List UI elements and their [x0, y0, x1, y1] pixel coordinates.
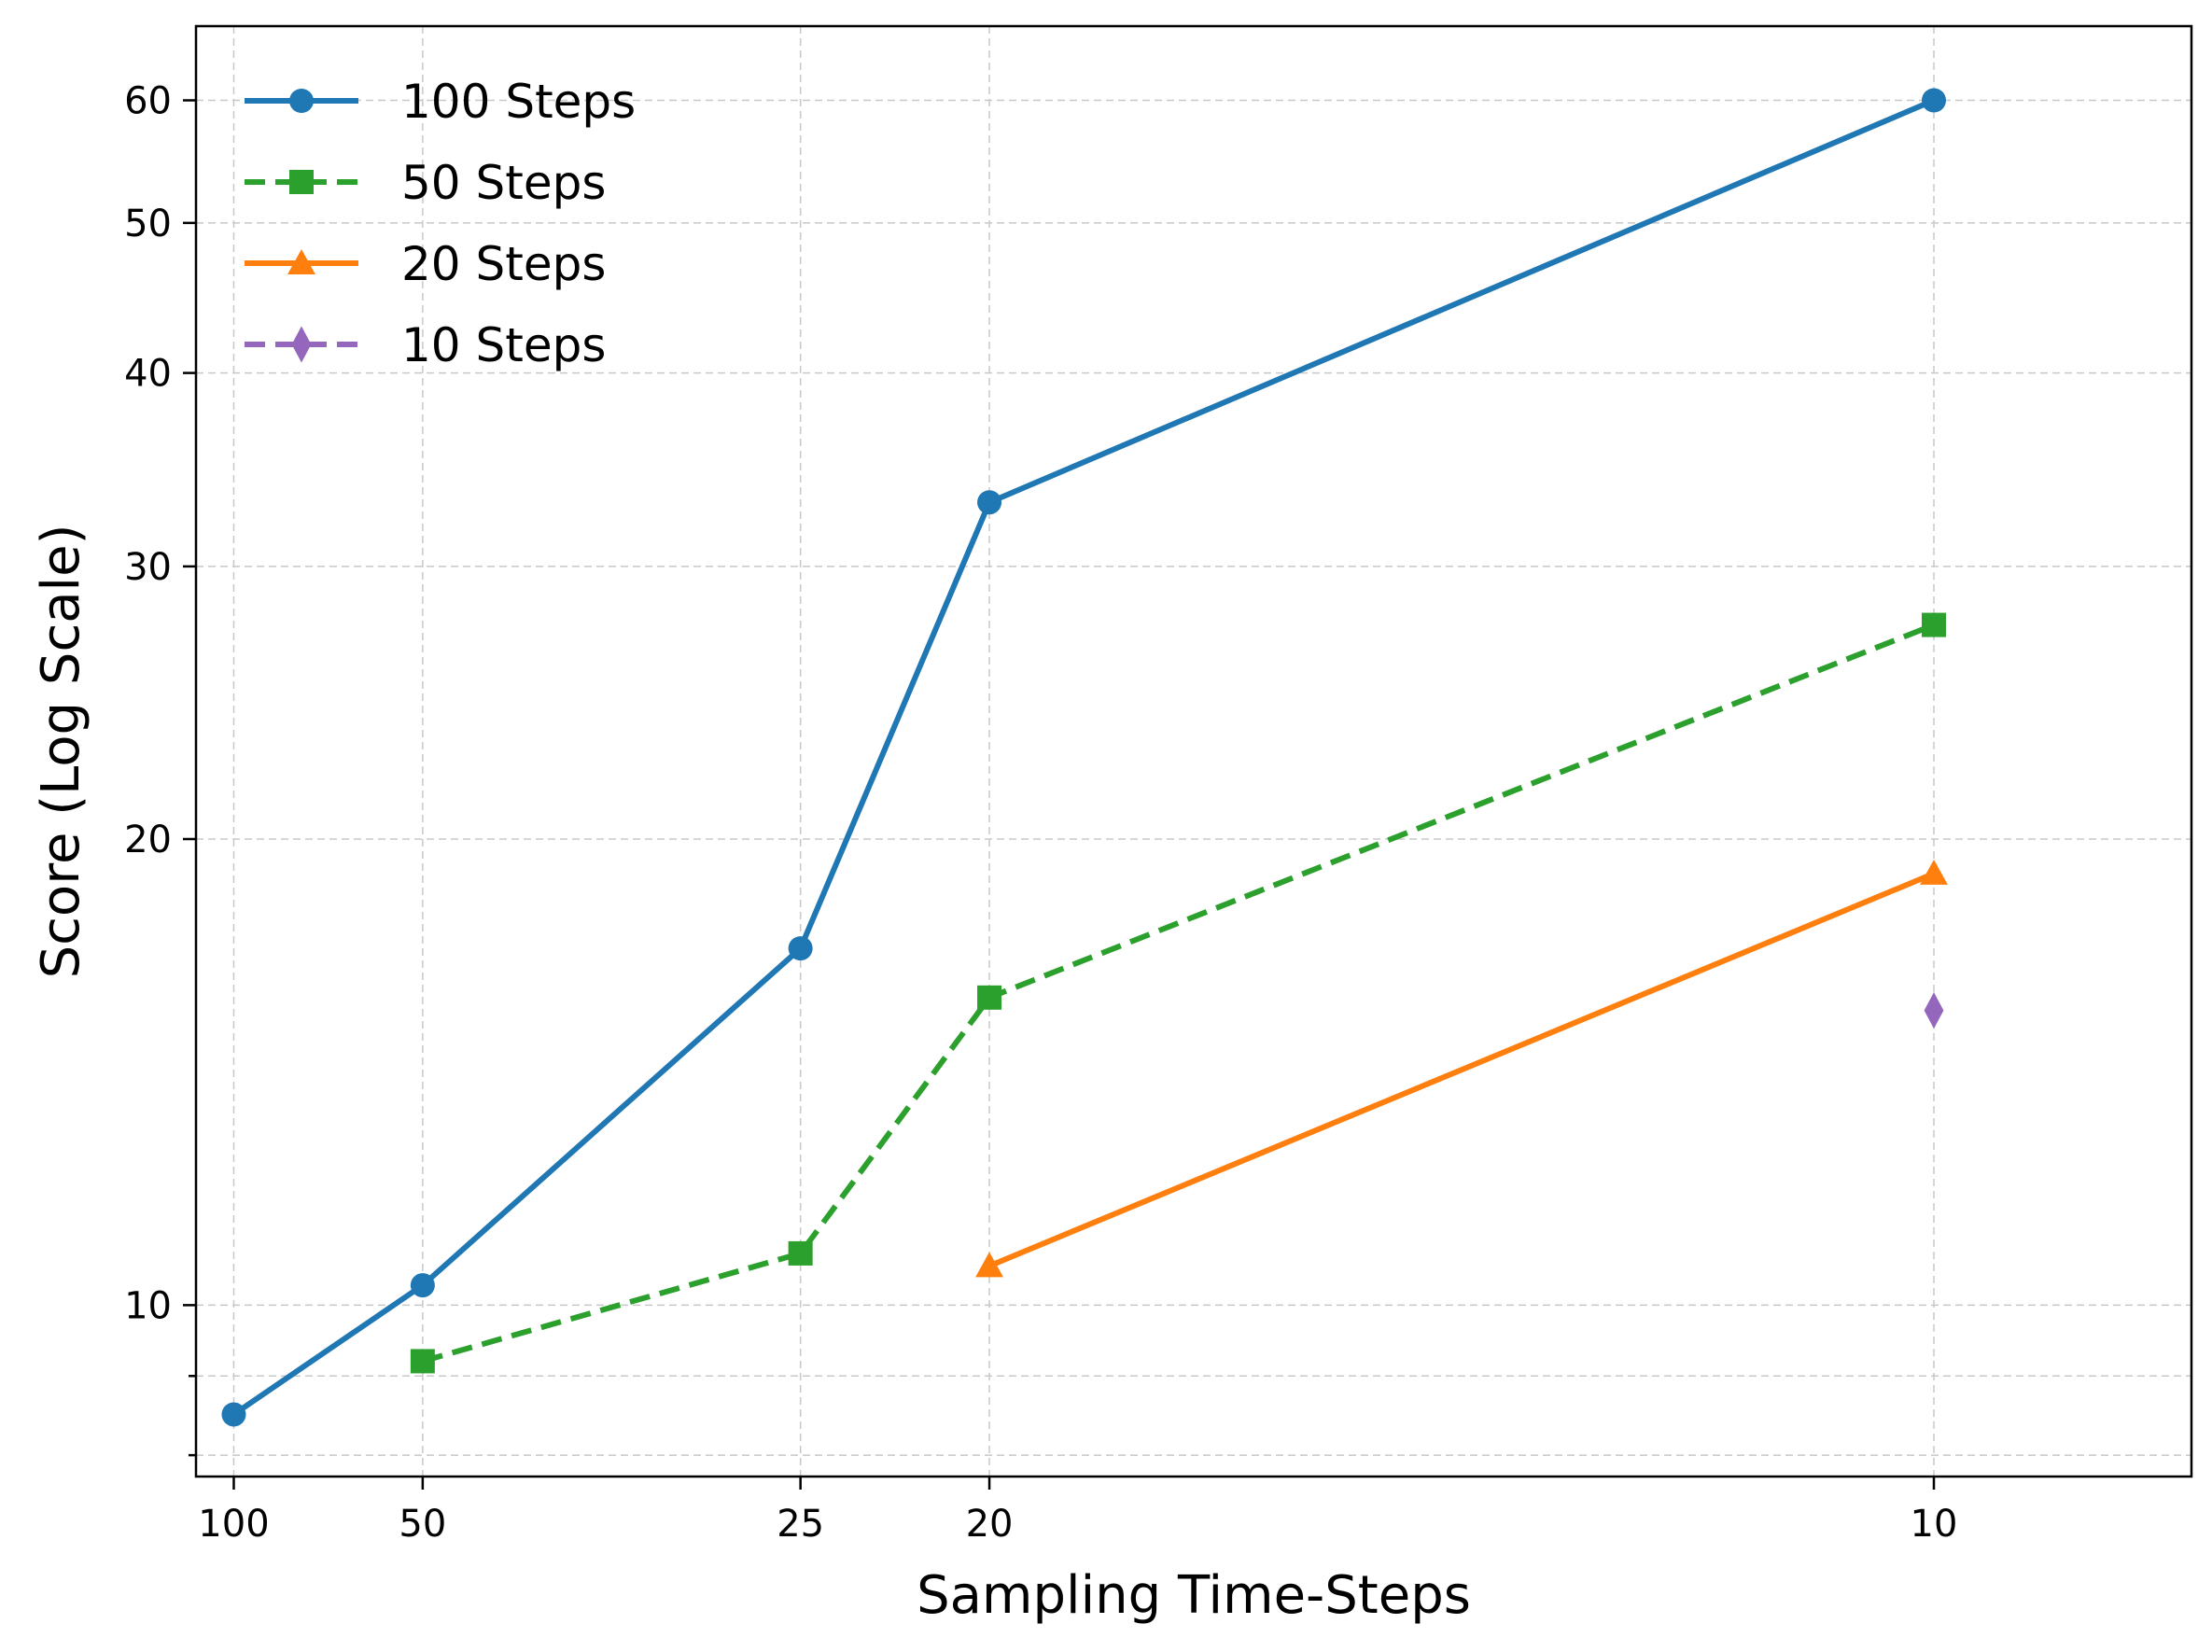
- legend-label: 20 Steps: [401, 237, 606, 291]
- series-line-20-steps: [987, 871, 1936, 1269]
- plot-frame: [194, 24, 2193, 1478]
- series-line-100-steps: [231, 97, 1936, 1417]
- y-tick-label: 50: [124, 203, 172, 245]
- data-point-100-steps: [788, 936, 813, 961]
- data-point-20-steps: [975, 1252, 1003, 1278]
- x-tick-label: 10: [1911, 1503, 1958, 1546]
- x-tick-label: 50: [399, 1503, 446, 1546]
- data-point-50-steps: [1922, 612, 1947, 637]
- y-tick-label: 30: [124, 546, 172, 589]
- series-20-steps: [975, 859, 1948, 1278]
- legend: 100 Steps 50 Steps 20 Steps 10 Steps: [245, 75, 636, 372]
- series-line-50-steps: [422, 622, 1936, 1365]
- data-point-10-steps: [1924, 992, 1944, 1029]
- legend-swatch-marker: [289, 170, 314, 194]
- y-tick-label: 40: [124, 353, 172, 396]
- legend-item-50-steps: 50 Steps: [245, 156, 606, 210]
- y-tick-label: 10: [124, 1284, 172, 1327]
- data-point-100-steps: [1922, 88, 1947, 113]
- legend-swatch-marker: [291, 326, 312, 363]
- y-tick-label: 60: [124, 79, 172, 122]
- x-tick-label: 25: [777, 1503, 824, 1546]
- x-tick-label: 100: [198, 1503, 269, 1546]
- series-50-steps: [410, 612, 1947, 1374]
- legend-label: 10 Steps: [401, 318, 606, 372]
- data-point-100-steps: [977, 490, 1002, 515]
- data-point-20-steps: [1920, 859, 1948, 885]
- y-tick-label: 20: [124, 819, 172, 861]
- legend-item-100-steps: 100 Steps: [245, 75, 636, 129]
- data-point-50-steps: [788, 1240, 813, 1266]
- legend-swatch-marker: [289, 89, 314, 113]
- x-tick-label: 20: [966, 1503, 1014, 1546]
- data-point-50-steps: [977, 985, 1002, 1010]
- data-point-50-steps: [410, 1349, 435, 1374]
- legend-swatch-marker: [287, 249, 315, 274]
- series-100-steps: [221, 88, 1947, 1427]
- grid: [196, 26, 2191, 1477]
- y-axis-title: Score (Log Scale): [31, 525, 91, 979]
- series-10-steps: [1924, 992, 1944, 1029]
- legend-label: 50 Steps: [401, 156, 606, 210]
- data-point-100-steps: [221, 1402, 246, 1427]
- legend-item-20-steps: 20 Steps: [245, 237, 606, 291]
- series-layer: [221, 88, 1948, 1427]
- legend-item-10-steps: 10 Steps: [245, 318, 606, 372]
- legend-label: 100 Steps: [401, 75, 636, 129]
- x-axis-title: Sampling Time-Steps: [917, 1565, 1471, 1626]
- data-point-100-steps: [410, 1273, 435, 1298]
- axis-ticks: 100 50 25 20 10 10 20 30 40 50 60: [124, 79, 1957, 1546]
